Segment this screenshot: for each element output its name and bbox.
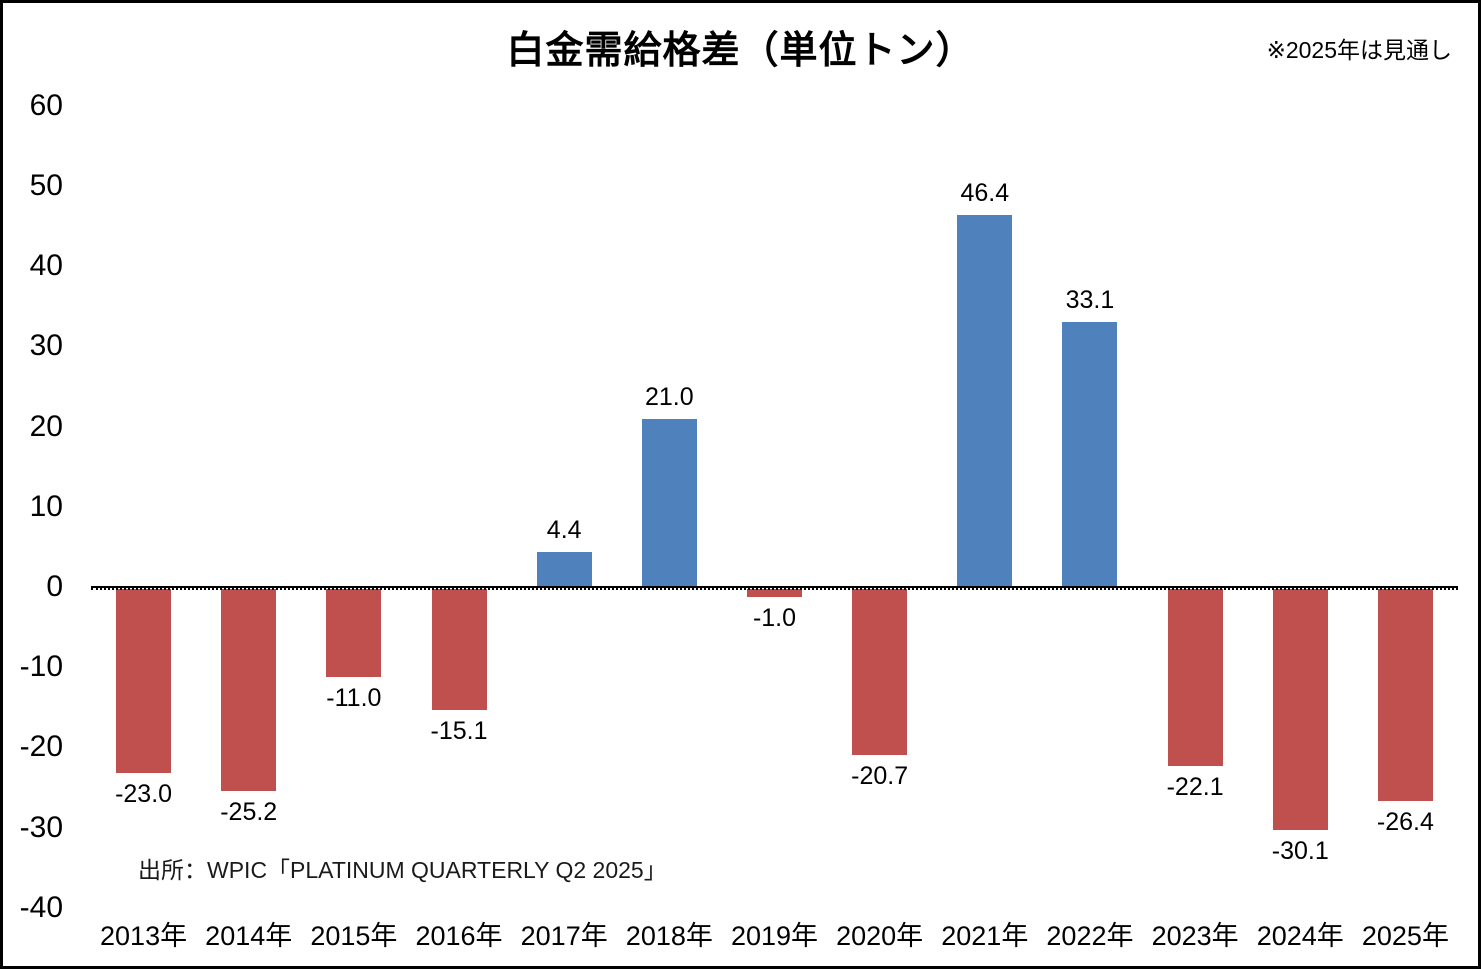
bar-2023年 [1167,589,1223,767]
bar-2025年 [1377,589,1433,801]
x-tick-label: 2017年 [520,921,608,951]
y-tick-label: -40 [19,890,63,924]
y-tick-label: 60 [29,88,63,122]
x-tick-label: 2020年 [836,921,924,951]
x-tick-label: 2016年 [415,921,503,951]
bar-value-label: -30.1 [1271,837,1329,866]
bar-value-label: -11.0 [326,684,382,713]
bar-value-label: -25.2 [220,798,278,827]
bar-2019年 [747,589,802,598]
bar-value-label: 4.4 [546,515,582,544]
chart-title: 白金需給格差（単位トン） [506,30,975,72]
y-tick-label: -20 [19,730,63,764]
bar-2021年 [957,214,1013,587]
bar-2022年 [1062,321,1118,587]
y-tick-label: -30 [19,810,63,844]
y-tick-label: 10 [29,489,63,523]
y-tick-label: 50 [29,169,63,202]
bar-value-label: -1.0 [752,604,797,633]
y-tick-label: 0 [46,570,63,603]
bar-2016年 [431,589,487,711]
x-tick-label: 2013年 [100,921,188,951]
bar-value-label: -23.0 [115,780,173,809]
x-tick-label: 2025年 [1361,921,1449,951]
bar-2017年 [536,551,592,587]
bar-value-label: 46.4 [960,178,1010,207]
bar-value-label: -22.1 [1166,773,1224,802]
x-tick-label: 2014年 [205,921,293,951]
bar-2014年 [221,589,277,792]
x-tick-label: 2018年 [625,921,713,951]
bar-value-label: -15.1 [430,717,488,746]
x-tick-label: 2022年 [1046,921,1134,951]
bar-2018年 [641,418,697,587]
x-tick-label: 2021年 [941,921,1029,951]
bar-2013年 [116,589,172,774]
source-note: 出所：WPIC「PLATINUM QUARTERLY Q2 2025」 [138,857,667,883]
x-tick-label: 2023年 [1151,921,1239,951]
bar-value-label: 21.0 [645,382,694,411]
bar-value-label: -26.4 [1376,807,1434,836]
forecast-note: ※2025年は見通し [1266,37,1452,63]
x-tick-label: 2019年 [730,921,819,951]
y-tick-label: 30 [29,329,63,363]
bar-2015年 [326,589,382,678]
bar-2020年 [852,589,908,755]
x-tick-label: 2015年 [310,921,398,951]
x-tick-label: 2024年 [1256,921,1344,951]
y-tick-label: 20 [29,409,63,443]
y-tick-label: 40 [29,249,63,283]
zero-axis-tickmarks [91,588,1458,590]
y-tick-label: -10 [19,650,63,684]
bar-value-label: 33.1 [1065,285,1115,314]
zero-axis-line [91,586,1458,588]
bar-2024年 [1272,589,1328,831]
bar-value-label: -20.7 [851,762,909,790]
